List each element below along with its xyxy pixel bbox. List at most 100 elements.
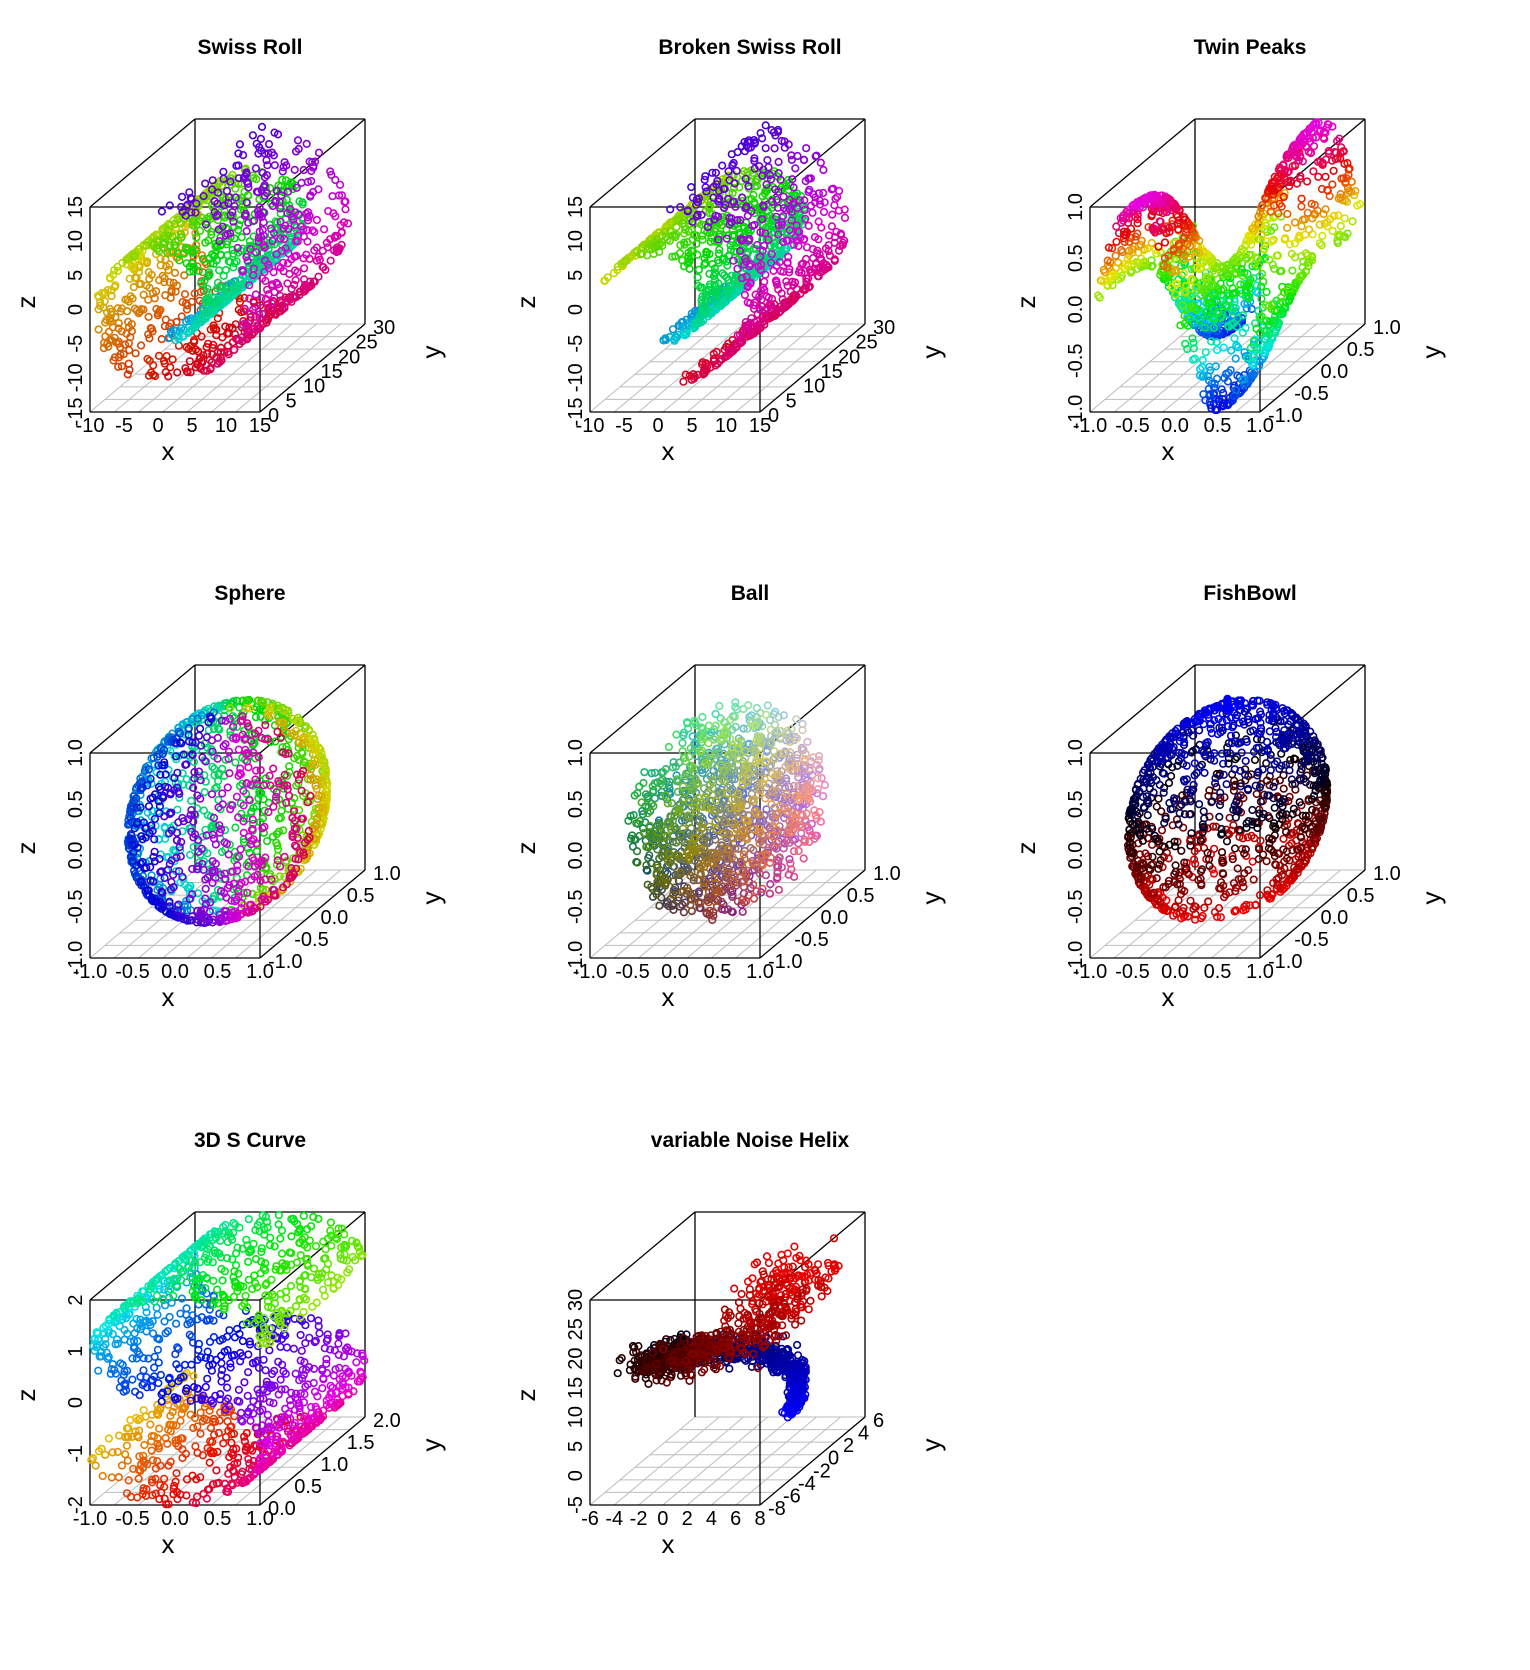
data-point <box>746 203 755 212</box>
data-point <box>129 283 138 292</box>
data-point <box>182 245 191 254</box>
data-point <box>1288 266 1297 275</box>
data-point <box>771 131 780 140</box>
data-point <box>231 758 240 767</box>
data-point <box>191 363 200 372</box>
data-point <box>187 195 196 204</box>
data-point <box>213 314 222 323</box>
panel-title: Sphere <box>214 582 285 605</box>
data-point <box>268 296 277 306</box>
data-point <box>160 278 169 287</box>
data-point <box>1318 231 1327 240</box>
data-point <box>223 329 232 338</box>
data-point <box>197 279 206 288</box>
data-point <box>145 334 154 343</box>
data-point <box>171 287 180 296</box>
data-point <box>207 227 216 236</box>
data-point <box>144 295 153 304</box>
data-point <box>328 192 337 201</box>
data-point <box>231 823 240 832</box>
data-point <box>117 362 126 371</box>
data-point <box>194 266 203 275</box>
data-point <box>160 359 169 368</box>
data-point <box>791 164 800 173</box>
data-point <box>834 246 844 255</box>
data-point <box>157 335 166 344</box>
box-edge <box>759 323 866 413</box>
data-point <box>287 284 296 294</box>
data-point <box>185 357 194 366</box>
data-point <box>794 268 804 277</box>
data-point <box>200 787 209 797</box>
data-point <box>1309 167 1318 176</box>
data-point <box>299 165 308 175</box>
data-point <box>209 259 218 268</box>
data-point <box>173 368 182 377</box>
data-point <box>154 247 164 256</box>
data-point <box>1230 334 1239 343</box>
data-point <box>213 216 222 225</box>
data-point <box>230 222 239 231</box>
data-point <box>718 161 727 170</box>
data-point <box>184 344 193 354</box>
data-point <box>100 318 110 327</box>
z-axis-label: z <box>11 296 41 309</box>
data-point <box>172 317 181 327</box>
data-point <box>300 264 309 273</box>
data-point <box>322 238 332 247</box>
data-point <box>268 281 277 291</box>
data-point <box>226 211 235 220</box>
data-point <box>827 222 837 231</box>
box-edge <box>589 118 696 208</box>
data-point <box>235 298 244 307</box>
data-point <box>123 370 132 379</box>
data-point <box>213 199 222 208</box>
data-point <box>327 170 336 180</box>
panel-title: Swiss Roll <box>197 36 302 59</box>
data-point <box>800 285 809 294</box>
scatter-points <box>600 121 850 386</box>
data-point <box>723 261 732 270</box>
data-point <box>820 198 829 207</box>
panel-sphere: Sphere-1.0 -0.5 0.0 0.5 1.0-1.0-0.50.00.51.0… <box>11 582 446 1012</box>
data-point <box>186 850 195 860</box>
data-point <box>802 243 812 252</box>
data-point <box>341 205 350 214</box>
data-point <box>213 278 223 287</box>
data-point <box>1111 251 1120 260</box>
y-tick-label: 0 <box>768 405 779 427</box>
data-point <box>169 216 178 225</box>
data-point <box>252 175 261 184</box>
data-point <box>218 333 227 342</box>
data-point <box>276 291 285 301</box>
data-point <box>211 242 220 251</box>
data-point <box>1112 222 1121 231</box>
data-point <box>811 152 820 161</box>
data-point <box>224 350 233 359</box>
data-point <box>802 277 811 286</box>
data-point <box>130 252 139 261</box>
data-point <box>200 305 209 314</box>
data-point <box>215 357 224 367</box>
data-point <box>1227 346 1236 355</box>
data-point <box>113 304 122 313</box>
data-point <box>727 150 736 159</box>
data-point <box>215 266 224 275</box>
data-point <box>763 213 772 222</box>
z-tick-label: 5 <box>565 270 587 281</box>
panel-twinpeaks: Twin Peaks-1.0 -0.5 0.0 0.5 1.0-1.0-0.50.00.… <box>1011 36 1446 466</box>
data-point <box>192 233 201 242</box>
data-point <box>292 183 301 192</box>
scatter-points <box>123 695 332 928</box>
z-tick-label: 15 <box>65 196 87 218</box>
data-point <box>329 246 339 255</box>
data-point <box>239 151 248 160</box>
data-point <box>306 192 315 201</box>
data-point <box>175 256 184 265</box>
data-point <box>318 246 327 255</box>
data-point <box>94 305 103 314</box>
scatter-points <box>93 122 353 381</box>
x-tick-label: 0.5 <box>1204 415 1232 437</box>
data-point <box>254 149 263 158</box>
data-point <box>219 167 228 176</box>
